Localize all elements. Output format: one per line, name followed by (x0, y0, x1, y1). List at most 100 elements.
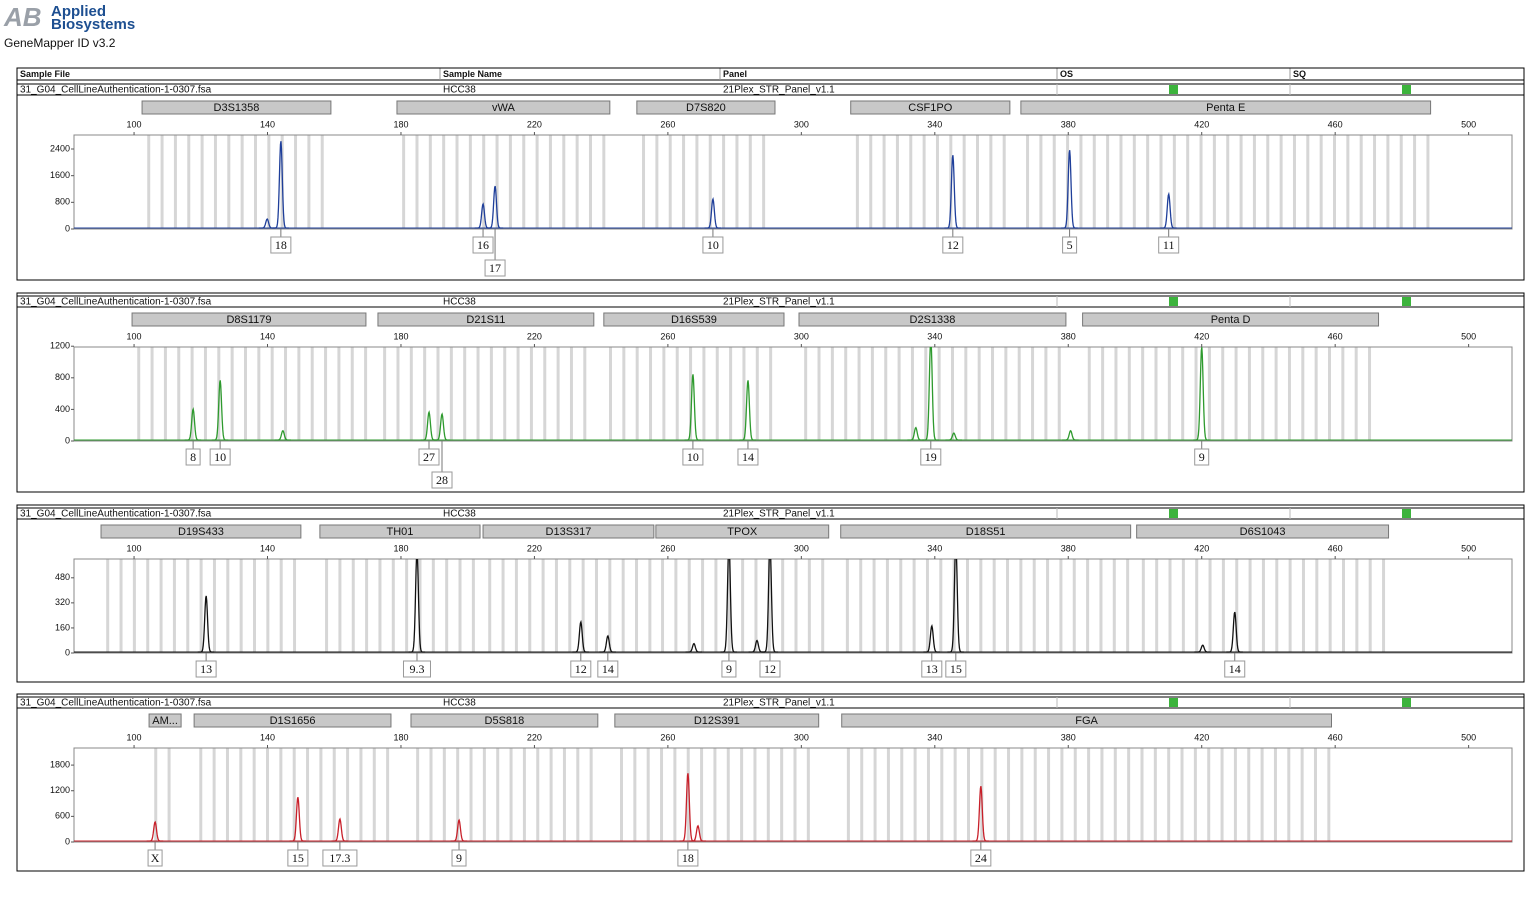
marker-name: FGA (1075, 715, 1098, 727)
x-tick-label: 500 (1461, 331, 1476, 341)
peak (146, 820, 164, 842)
x-tick-label: 220 (527, 119, 542, 129)
allele-label: 9 (456, 851, 462, 865)
allele-box (682, 448, 704, 466)
x-tick-label: 460 (1328, 732, 1343, 742)
allele-box (597, 660, 619, 678)
status-flag (1402, 297, 1411, 306)
x-tick-label: 500 (1461, 543, 1476, 553)
bins (137, 347, 1372, 441)
bins (147, 135, 1430, 229)
panel: 31_G04_CellLineAuthentication-1-0307.fsa… (16, 504, 1525, 683)
x-tick-label: 100 (127, 331, 142, 341)
marker-name: Penta D (1211, 314, 1251, 326)
x-tick-label: 180 (393, 331, 408, 341)
allele-label: 28 (436, 473, 448, 487)
sample-row (16, 507, 1525, 520)
panel-frame (16, 67, 1525, 281)
allele-label: 5 (1067, 238, 1073, 252)
marker-bar[interactable] (1020, 100, 1432, 115)
x-tick-label: 140 (260, 732, 275, 742)
x-tick-label: 420 (1194, 331, 1209, 341)
peak (907, 426, 924, 441)
trace (74, 559, 1512, 653)
marker-bar[interactable] (603, 312, 785, 327)
sample-row (16, 696, 1525, 709)
marker-bar[interactable] (636, 100, 776, 115)
marker-bar[interactable] (1136, 524, 1390, 539)
sample-row (16, 295, 1525, 308)
sample-cell: 21Plex_STR_Panel_v1.1 (723, 85, 835, 96)
y-tick-label: 1600 (50, 170, 70, 180)
allele-box (195, 660, 217, 678)
column-header: OS (1060, 69, 1073, 79)
allele-label: 15 (950, 662, 962, 676)
allele-box (287, 849, 309, 867)
marker-bar[interactable] (131, 312, 367, 327)
x-tick-label: 340 (927, 732, 942, 742)
x-tick-label: 220 (527, 543, 542, 553)
x-tick-label: 380 (1061, 119, 1076, 129)
panel: 31_G04_CellLineAuthentication-1-0307.fsa… (16, 292, 1525, 493)
peak (572, 619, 589, 653)
marker-bar[interactable] (1082, 312, 1380, 327)
marker-bar[interactable] (841, 713, 1332, 728)
column-header: Sample File (20, 69, 70, 79)
y-tick-label: 600 (55, 811, 70, 821)
peak (408, 559, 426, 653)
allele-label: 11 (1163, 238, 1175, 252)
x-tick-label: 340 (927, 119, 942, 129)
y-tick-label: 0 (65, 223, 70, 233)
x-tick-label: 140 (260, 543, 275, 553)
allele-label: 19 (925, 450, 937, 464)
x-tick-label: 340 (927, 543, 942, 553)
peak (1226, 611, 1243, 653)
marker-bar[interactable] (410, 713, 599, 728)
allele-box (920, 448, 942, 466)
allele-box (942, 236, 964, 254)
peak (944, 155, 961, 229)
allele-label: 9.3 (409, 662, 424, 676)
marker-name: D7S820 (686, 102, 726, 114)
x-tick-label: 380 (1061, 732, 1076, 742)
x-tick-label: 300 (794, 732, 809, 742)
allele-label: 15 (292, 851, 304, 865)
marker-bar[interactable] (614, 713, 820, 728)
peak (739, 380, 757, 441)
y-tick-label: 0 (65, 647, 70, 657)
marker-bar[interactable] (319, 524, 481, 539)
marker-name: D18S51 (966, 526, 1006, 538)
marker-bar[interactable] (141, 100, 332, 115)
marker-bar[interactable] (148, 713, 182, 728)
peak (258, 218, 276, 229)
marker-bar[interactable] (850, 100, 1011, 115)
peak (1193, 347, 1210, 441)
marker-name: TH01 (387, 526, 414, 538)
marker-bar[interactable] (655, 524, 830, 539)
y-tick-label: 0 (65, 836, 70, 846)
allele-box (677, 849, 699, 867)
column-header: SQ (1293, 69, 1306, 79)
y-tick-label: 400 (55, 404, 70, 414)
trace (74, 347, 1512, 441)
allele-box (970, 849, 992, 867)
y-tick-label: 800 (55, 372, 70, 382)
marker-name: Penta E (1206, 102, 1245, 114)
peak (689, 824, 707, 842)
x-tick-label: 460 (1328, 331, 1343, 341)
peak (599, 634, 616, 653)
marker-bar[interactable] (100, 524, 302, 539)
x-tick-label: 100 (127, 119, 142, 129)
marker-bar[interactable] (840, 524, 1132, 539)
marker-bar[interactable] (396, 100, 611, 115)
allele-label: 14 (742, 450, 754, 464)
x-tick-label: 100 (127, 732, 142, 742)
peak (433, 412, 451, 441)
allele-label: 10 (214, 450, 226, 464)
marker-bar[interactable] (482, 524, 655, 539)
marker-bar[interactable] (193, 713, 392, 728)
marker-bar[interactable] (798, 312, 1067, 327)
marker-bar[interactable] (377, 312, 595, 327)
x-tick-label: 380 (1061, 331, 1076, 341)
